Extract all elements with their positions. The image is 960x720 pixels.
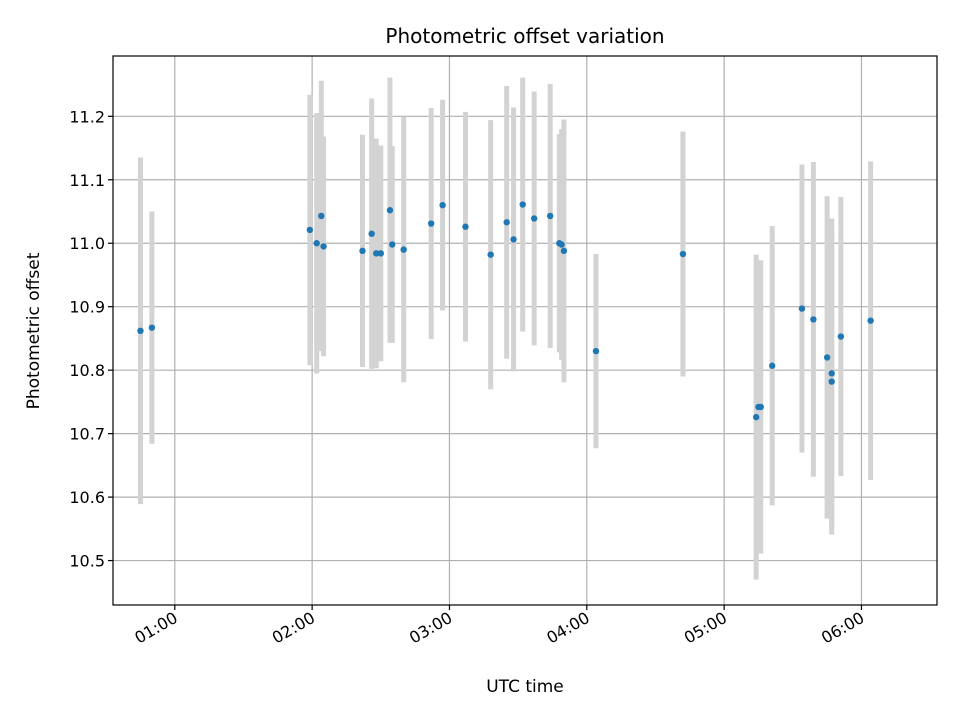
data-point: [510, 236, 517, 243]
data-point: [359, 247, 366, 255]
x-axis-label: UTC time: [486, 677, 564, 697]
data-point: [558, 241, 565, 248]
data-point: [377, 250, 384, 257]
data-point: [306, 226, 314, 234]
data-point: [530, 215, 538, 222]
data-point: [798, 305, 806, 312]
data-point: [828, 378, 835, 385]
data-point: [148, 324, 156, 331]
data-point: [439, 201, 446, 209]
data-point: [462, 223, 469, 230]
y-tick-label: 11.2: [69, 107, 105, 126]
chart-title: Photometric offset variation: [385, 24, 664, 48]
y-axis-ticks: 10.5 10.6 10.7 10.8 10.9 11.0 11.1 11.2: [69, 107, 113, 571]
y-tick-label: 11.1: [69, 171, 105, 190]
data-point: [810, 316, 817, 323]
data-point: [137, 327, 144, 335]
y-tick-label: 10.7: [69, 425, 105, 444]
y-tick-label: 10.8: [69, 361, 105, 380]
data-points: [137, 201, 874, 421]
data-point: [400, 246, 407, 253]
data-point: [313, 240, 320, 247]
data-point: [368, 230, 375, 237]
data-point: [867, 317, 874, 324]
data-point: [828, 370, 835, 377]
y-tick-label: 10.9: [69, 298, 105, 317]
data-point: [519, 201, 526, 208]
y-tick-label: 10.5: [69, 552, 105, 571]
data-point: [769, 362, 776, 369]
data-point: [823, 354, 831, 361]
data-point: [679, 250, 687, 258]
data-point: [752, 413, 760, 421]
data-point: [592, 347, 600, 355]
data-point: [389, 241, 396, 248]
data-point: [386, 207, 394, 214]
plot-frame: [112, 55, 938, 606]
data-point: [546, 212, 554, 220]
y-tick-label: 10.6: [69, 488, 105, 507]
data-point: [373, 250, 380, 257]
data-point: [487, 251, 494, 258]
y-axis-label: Photometric offset: [24, 252, 44, 409]
data-point: [318, 212, 325, 220]
data-point: [757, 403, 764, 411]
data-point: [427, 220, 435, 227]
data-point: [560, 247, 568, 255]
data-point: [503, 219, 510, 226]
data-point: [837, 333, 845, 340]
y-tick-label: 11.0: [69, 234, 105, 253]
data-point: [320, 243, 327, 250]
